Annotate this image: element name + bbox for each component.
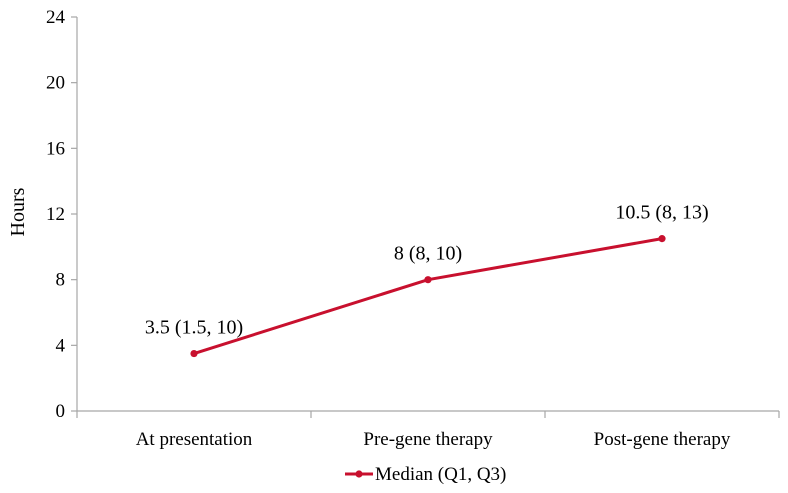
y-tick-label: 24 [46,7,66,28]
y-tick-label: 20 [46,73,65,94]
legend-swatch-marker [355,470,363,478]
x-tick-label: Pre-gene therapy [363,429,493,450]
y-tick-label: 4 [56,335,66,356]
data-point [424,276,432,284]
data-labels: 3.5 (1.5, 10) 8 (8, 10) 10.5 (8, 13) [145,202,709,339]
data-point [190,349,198,358]
x-tick-label: At presentation [136,429,253,450]
legend: Median (Q1, Q3) [345,464,506,485]
data-label: 3.5 (1.5, 10) [145,317,243,339]
legend-label: Median (Q1, Q3) [375,464,506,485]
data-label: 10.5 (8, 13) [615,202,708,224]
y-axis-title: Hours [7,187,29,236]
y-tick-label: 12 [46,204,65,225]
y-tick-label: 0 [56,401,66,422]
y-axis: 0 4 8 12 16 20 24 [46,7,78,422]
series-median [190,235,666,358]
y-tick-label: 8 [56,270,66,291]
data-label: 8 (8, 10) [394,243,462,265]
x-tick-label: Post-gene therapy [594,429,731,450]
data-point [658,235,666,243]
y-tick-label: 16 [46,138,65,159]
x-axis: At presentation Pre-gene therapy Post-gene… [76,410,780,450]
